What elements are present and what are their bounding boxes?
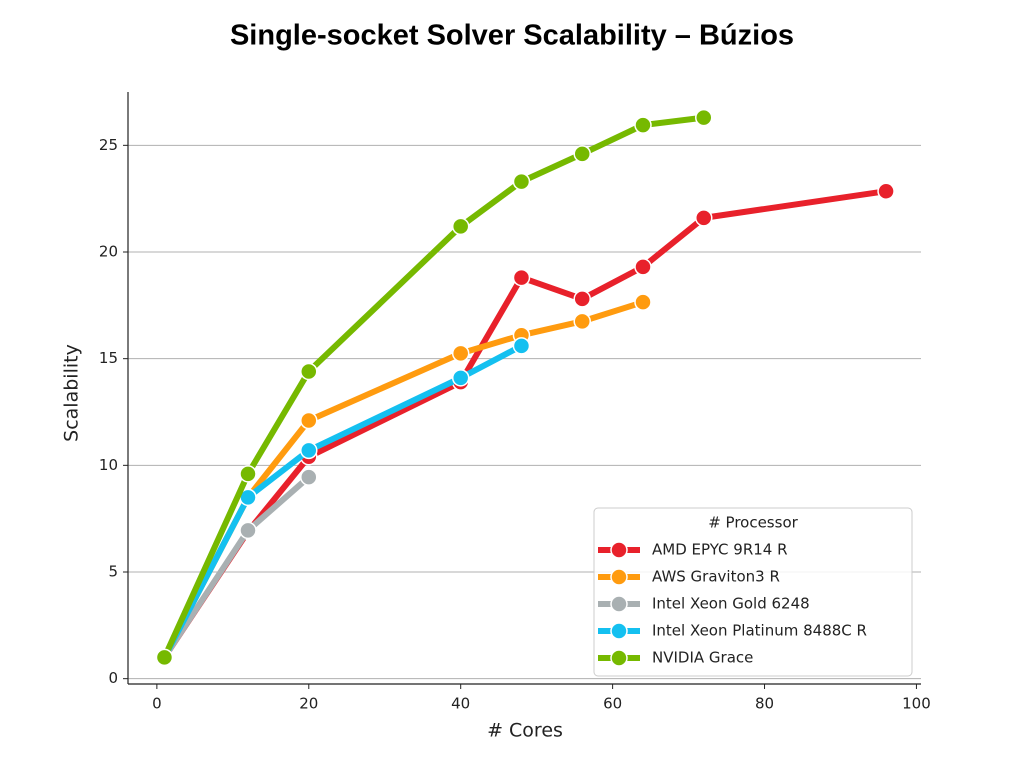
x-tick-label: 0 bbox=[152, 695, 162, 713]
legend-label: AWS Graviton3 R bbox=[652, 568, 780, 586]
grid: 0 5 10 15 20 25 0 20 40 60 80 100 bbox=[99, 136, 931, 713]
legend-swatch-marker bbox=[610, 595, 628, 613]
legend-label: AMD EPYC 9R14 R bbox=[652, 541, 788, 559]
data-point bbox=[300, 411, 318, 430]
legend-label: NVIDIA Grace bbox=[652, 649, 753, 667]
x-tick-label: 100 bbox=[902, 695, 931, 713]
data-point bbox=[573, 145, 591, 163]
series-line bbox=[161, 114, 705, 659]
legend-title: # Processor bbox=[708, 514, 798, 532]
x-tick-label: 40 bbox=[451, 695, 470, 713]
legend-label: Intel Xeon Gold 6248 bbox=[652, 595, 810, 613]
y-tick-label: 5 bbox=[108, 563, 118, 581]
y-tick-label: 25 bbox=[99, 136, 118, 154]
data-point bbox=[634, 293, 652, 311]
data-point bbox=[451, 217, 470, 236]
data-point bbox=[695, 209, 713, 227]
data-point bbox=[573, 312, 591, 331]
y-axis-label: Scalability bbox=[61, 344, 83, 442]
data-point bbox=[451, 369, 470, 387]
x-tick-label: 80 bbox=[755, 695, 774, 713]
data-point bbox=[695, 108, 713, 127]
legend-swatch-marker bbox=[610, 622, 628, 640]
y-tick-label: 0 bbox=[108, 669, 118, 687]
y-tick-label: 10 bbox=[99, 456, 118, 474]
legend-swatch-marker bbox=[610, 541, 628, 559]
data-point bbox=[300, 468, 318, 486]
data-point bbox=[451, 344, 470, 363]
data-point bbox=[239, 521, 257, 540]
chart-title: Single-socket Solver Scalability – Búzio… bbox=[230, 20, 794, 52]
data-point bbox=[155, 648, 174, 667]
x-tick-label: 20 bbox=[299, 695, 318, 713]
data-point bbox=[512, 337, 531, 355]
data-point bbox=[634, 258, 652, 276]
series-line bbox=[161, 299, 644, 659]
data-point bbox=[877, 182, 895, 200]
legend-label: Intel Xeon Platinum 8488C R bbox=[652, 622, 867, 640]
legend-swatch-marker bbox=[610, 568, 628, 586]
data-point bbox=[512, 268, 531, 287]
plot-area bbox=[155, 108, 895, 667]
data-point bbox=[300, 362, 318, 381]
x-tick-label: 60 bbox=[603, 695, 622, 713]
data-point bbox=[573, 290, 591, 308]
data-point bbox=[239, 465, 257, 483]
legend: # Processor AMD EPYC 9R14 R AWS Graviton3… bbox=[593, 507, 913, 677]
series-line bbox=[161, 343, 523, 659]
x-axis-label: # Cores bbox=[487, 720, 563, 742]
legend-box bbox=[593, 507, 913, 677]
data-point bbox=[512, 172, 531, 191]
y-tick-label: 20 bbox=[99, 243, 118, 261]
data-point bbox=[634, 116, 652, 134]
data-point bbox=[300, 441, 318, 460]
legend-swatch-marker bbox=[610, 649, 628, 667]
y-tick-label: 15 bbox=[99, 349, 118, 367]
